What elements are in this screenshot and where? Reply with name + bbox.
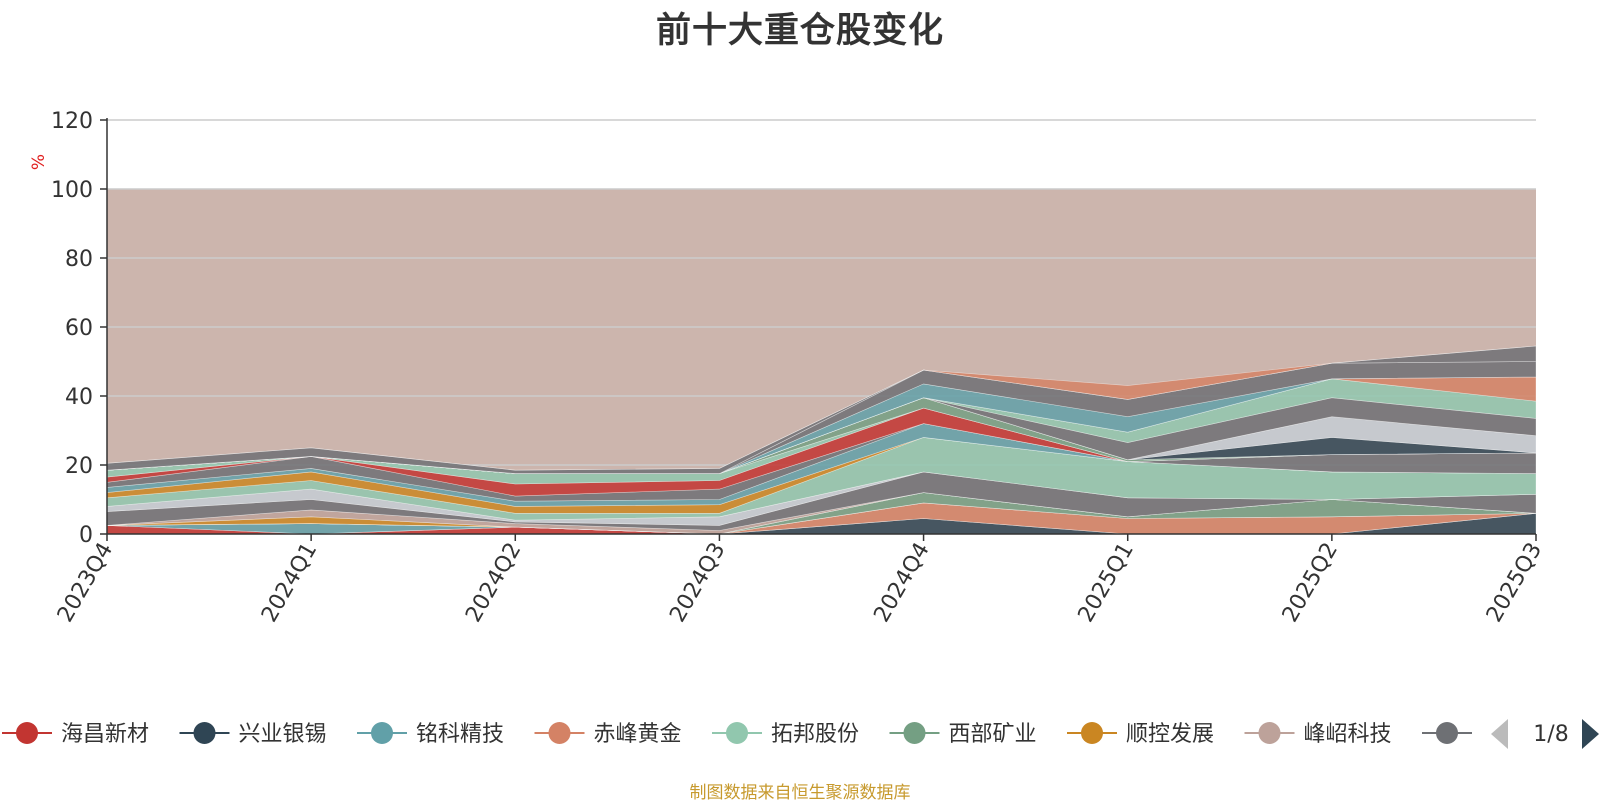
x-tick-label: 2024Q4 <box>869 539 934 627</box>
chart-title: 前十大重仓股变化 <box>655 11 944 51</box>
y-tick-label: 0 <box>79 523 93 548</box>
x-tick-label: 2024Q3 <box>665 539 730 627</box>
y-tick-label: 60 <box>65 316 93 341</box>
x-tick-label: 2025Q1 <box>1074 539 1139 627</box>
area-series-25 <box>106 345 1537 471</box>
legend-page-indicator: 1/8 <box>1533 722 1568 747</box>
x-tick-label: 2024Q2 <box>461 539 526 627</box>
legend-marker-circle <box>548 722 571 744</box>
legend-marker-circle <box>726 722 748 744</box>
legend-marker-circle <box>193 722 216 744</box>
legend-marker-circle <box>1436 722 1458 744</box>
x-tick-label: 2023Q4 <box>53 539 118 627</box>
y-tick-label: 40 <box>65 385 93 410</box>
legend-item[interactable]: 拓邦股份 <box>712 722 859 747</box>
x-tick-label: 2025Q2 <box>1278 539 1343 627</box>
legend-item[interactable]: 西部矿业 <box>889 722 1037 747</box>
x-tick-label: 2024Q1 <box>257 539 322 627</box>
legend-item[interactable]: 铭科精技 <box>357 722 504 747</box>
legend-marker-circle <box>1081 722 1103 744</box>
y-tick-label: 100 <box>51 178 93 203</box>
x-tick-label: 2025Q3 <box>1482 539 1547 627</box>
legend-item[interactable]: 兴业银锡 <box>179 722 327 747</box>
source-note: 制图数据来自恒生聚源数据库 <box>689 783 911 803</box>
legend-item[interactable]: 峰岹科技 <box>1244 722 1392 747</box>
legend-label: 拓邦股份 <box>771 722 859 747</box>
legend-item[interactable]: 赤峰黄金 <box>534 722 682 747</box>
legend-marker-circle <box>371 722 393 744</box>
y-tick-label: 80 <box>65 247 93 272</box>
legend-label: 兴业银锡 <box>239 722 327 747</box>
legend-item[interactable]: 顺控发展 <box>1067 722 1214 747</box>
legend-label: 铭科精技 <box>416 722 504 747</box>
y-axis-label: % <box>29 154 49 170</box>
legend-label: 海昌新材 <box>61 722 149 747</box>
legend-item[interactable]: 海昌新材 <box>2 722 149 747</box>
area-series-layer <box>106 345 1537 535</box>
legend-label: 赤峰黄金 <box>594 722 682 747</box>
legend-label: 峰岹科技 <box>1304 722 1392 747</box>
legend-marker-circle <box>903 722 926 744</box>
y-tick-label: 20 <box>65 454 93 479</box>
legend-next-icon[interactable] <box>1582 719 1599 749</box>
y-tick-label: 120 <box>51 109 93 134</box>
legend: 海昌新材兴业银锡铭科精技赤峰黄金拓邦股份西部矿业顺控发展峰岹科技海1/8 <box>2 705 1600 761</box>
legend-label: 西部矿业 <box>949 722 1037 747</box>
legend-label: 顺控发展 <box>1126 722 1214 747</box>
legend-prev-icon[interactable] <box>1491 719 1508 749</box>
legend-marker-circle <box>16 722 38 744</box>
legend-marker-circle <box>1258 722 1281 744</box>
